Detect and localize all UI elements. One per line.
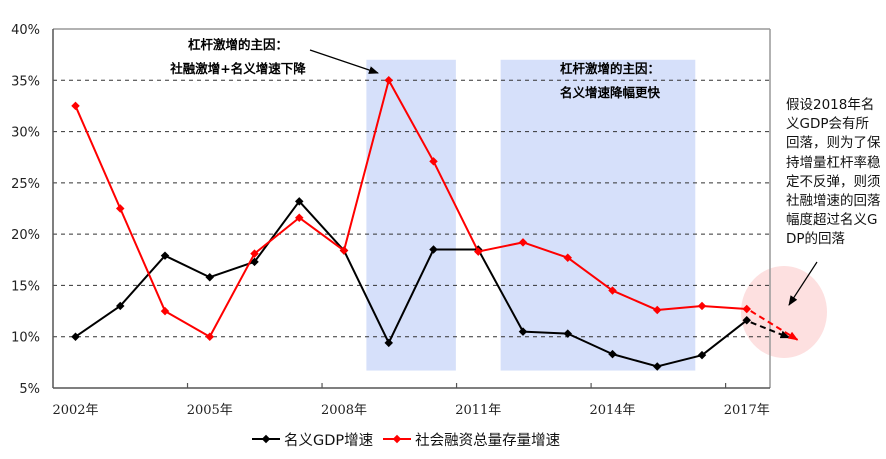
x-axis-ticks	[186, 383, 727, 388]
y-tick-label: 15%	[11, 279, 40, 294]
data-point	[429, 245, 438, 254]
legend-item-social-financing: 社会融资总量存量增速	[383, 429, 560, 450]
x-tick-label: 2005年	[187, 403, 233, 418]
data-point	[295, 213, 304, 222]
data-point	[474, 247, 483, 256]
y-tick-label: 30%	[11, 126, 40, 141]
annotation-1-arrow	[309, 49, 379, 74]
shaded-region-2	[500, 59, 696, 371]
side-note-annotation: 假设2018年名义GDP会有所回落，则为了保持增量杠杆率稳定不反弹，则须社融增速…	[786, 97, 881, 248]
legend-swatch-red-icon	[383, 434, 412, 444]
data-point	[653, 305, 662, 315]
data-point	[160, 251, 170, 260]
y-tick-label: 10%	[11, 331, 40, 346]
projection-highlight-circle	[741, 266, 827, 358]
y-axis-labels: 5% 10% 15% 20% 25% 30% 35% 40%	[11, 23, 40, 397]
x-tick-label: 2014年	[589, 403, 635, 418]
data-series	[71, 76, 799, 371]
legend-swatch-black-icon	[252, 434, 280, 444]
data-point	[295, 197, 304, 206]
x-axis-labels: 2002年 2005年 2008年 2011年 2014年 2017年	[52, 403, 769, 418]
data-point	[608, 349, 617, 359]
data-point	[697, 301, 707, 311]
data-point	[250, 257, 259, 267]
x-tick-label: 2017年	[724, 403, 770, 418]
data-point	[563, 329, 572, 338]
data-point	[384, 76, 393, 85]
data-point	[116, 204, 125, 213]
data-point	[608, 286, 617, 295]
annotation-2-line-2: 名义增速降幅更快	[560, 85, 661, 100]
chart-legend: 名义GDP增速 社会融资总量存量增速	[252, 427, 560, 451]
plot-frame	[52, 28, 771, 389]
data-point	[205, 272, 214, 282]
data-point	[160, 306, 170, 316]
y-tick-label: 35%	[11, 74, 40, 89]
data-point	[384, 338, 393, 348]
side-note-arrow	[788, 261, 818, 306]
data-point	[205, 332, 214, 341]
data-point	[429, 157, 438, 166]
x-tick-label: 2002年	[52, 403, 98, 418]
y-tick-label: 20%	[11, 228, 40, 243]
shaded-regions	[366, 59, 696, 371]
data-point	[71, 101, 80, 111]
y-tick-label: 5%	[19, 382, 40, 397]
annotation-1-line-1: 杠杆激增的主因：	[188, 37, 288, 52]
data-point	[653, 362, 662, 371]
projection-arrow	[750, 310, 799, 341]
data-point	[71, 332, 80, 341]
legend-item-gdp: 名义GDP增速	[252, 429, 373, 450]
data-point	[116, 301, 125, 311]
x-tick-label: 2008年	[321, 403, 367, 418]
projection-arrow	[750, 321, 791, 339]
annotation-2-line-1: 杠杆激增的主因：	[560, 61, 660, 76]
legend-label-gdp: 名义GDP增速	[284, 432, 374, 449]
series-social-financing	[71, 76, 799, 341]
legend-label-social-financing: 社会融资总量存量增速	[415, 432, 561, 449]
data-point	[742, 316, 751, 325]
y-tick-label: 40%	[11, 23, 40, 38]
y-tick-label: 25%	[11, 177, 40, 192]
data-point	[697, 350, 707, 360]
data-point	[742, 304, 751, 314]
series-gdp	[71, 197, 791, 371]
annotation-1-line-2: 社融激增+名义增速下降	[169, 61, 306, 76]
data-point	[339, 246, 349, 255]
data-point	[518, 327, 528, 336]
x-tick-label: 2011年	[455, 403, 501, 418]
